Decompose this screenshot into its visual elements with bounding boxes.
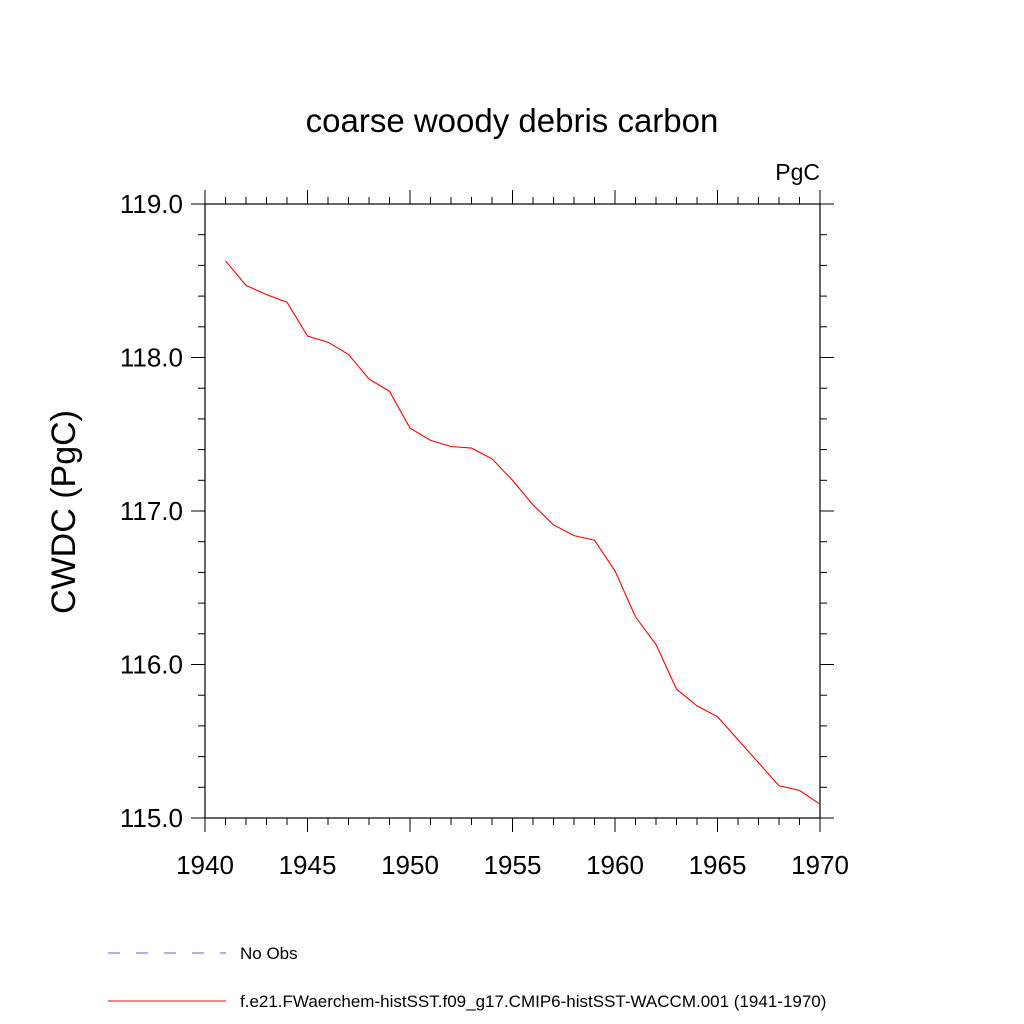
x-tick-label: 1950 — [381, 850, 439, 880]
legend-label-model: f.e21.FWaerchem-histSST.f09_g17.CMIP6-hi… — [240, 992, 826, 1011]
units-label: PgC — [775, 159, 820, 185]
x-tick-label: 1970 — [791, 850, 849, 880]
plot-frame — [204, 203, 821, 819]
y-tick-label: 117.0 — [120, 496, 183, 526]
x-tick-label: 1940 — [176, 850, 234, 880]
x-tick-label: 1945 — [279, 850, 337, 880]
x-tick-label: 1965 — [689, 850, 747, 880]
legend: No Obs f.e21.FWaerchem-histSST.f09_g17.C… — [108, 944, 826, 1011]
series-layer — [225, 260, 821, 805]
legend-label-obs: No Obs — [240, 944, 298, 963]
y-tick-label: 116.0 — [120, 650, 183, 680]
x-tick-label: 1960 — [586, 850, 644, 880]
axis-ticks: 1940 1945 1950 1955 1960 1965 1970 115.0 116.0 11… — [120, 189, 849, 880]
chart-title: coarse woody debris carbon — [306, 102, 719, 139]
series-line-model — [225, 260, 821, 805]
x-tick-label: 1955 — [484, 850, 542, 880]
y-tick-label: 115.0 — [120, 803, 183, 833]
y-axis-label: CWDC (PgC) — [45, 410, 83, 614]
y-tick-label: 118.0 — [120, 343, 183, 373]
y-tick-label: 119.0 — [120, 189, 183, 219]
